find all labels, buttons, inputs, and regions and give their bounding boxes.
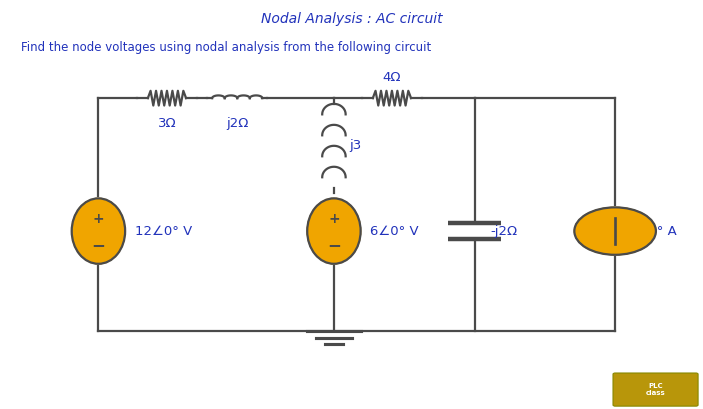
- Text: +: +: [93, 211, 104, 226]
- Ellipse shape: [72, 198, 125, 264]
- Text: j2Ω: j2Ω: [226, 117, 248, 130]
- Text: 3∠0° A: 3∠0° A: [628, 225, 676, 238]
- Text: 3Ω: 3Ω: [157, 117, 176, 130]
- Text: j3: j3: [349, 139, 361, 152]
- FancyBboxPatch shape: [613, 373, 698, 406]
- Text: −: −: [91, 236, 105, 254]
- Text: 4Ω: 4Ω: [382, 71, 401, 84]
- Text: Find the node voltages using nodal analysis from the following circuit: Find the node voltages using nodal analy…: [21, 41, 432, 54]
- Ellipse shape: [307, 198, 361, 264]
- Text: +: +: [328, 211, 340, 226]
- Text: Nodal Analysis : AC circuit: Nodal Analysis : AC circuit: [261, 12, 442, 26]
- Circle shape: [574, 207, 656, 255]
- Text: 12∠0° V: 12∠0° V: [135, 225, 192, 238]
- Text: −: −: [327, 236, 341, 254]
- Text: 6∠0° V: 6∠0° V: [370, 225, 419, 238]
- Text: PLC
class: PLC class: [645, 383, 665, 396]
- Text: -j2Ω: -j2Ω: [490, 225, 517, 238]
